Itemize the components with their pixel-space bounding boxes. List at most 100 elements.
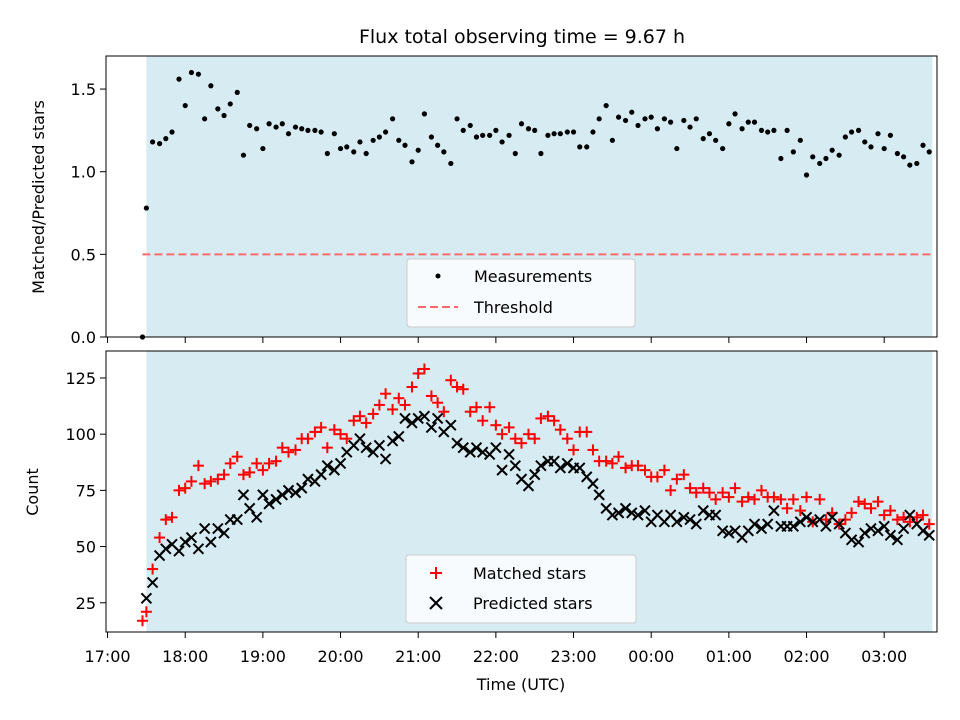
matched-star-point — [147, 563, 159, 575]
matched-star-point — [179, 482, 191, 494]
matched-star-point — [697, 482, 709, 494]
matched-star-point — [185, 475, 197, 487]
predicted-cross-b — [522, 480, 535, 492]
measurement-point — [441, 149, 447, 155]
x-tick-label: 22:00 — [473, 647, 519, 666]
matched-star-point — [425, 390, 437, 402]
predicted-cross-b — [923, 529, 935, 542]
predicted-star-point — [800, 511, 813, 524]
predicted-cross-b — [399, 412, 411, 425]
predicted-star-point — [884, 529, 897, 542]
predicted-star-point — [872, 525, 884, 537]
matched-star-point — [315, 421, 327, 433]
y-tick-label: 1.0 — [71, 163, 96, 182]
predicted-star-point — [690, 518, 702, 530]
predicted-cross-b — [179, 536, 191, 548]
predicted-cross-b — [600, 502, 612, 515]
predicted-star-point — [360, 441, 372, 454]
measurement-point — [758, 127, 765, 133]
predicted-cross-b — [852, 536, 865, 548]
predicted-star-point — [768, 504, 780, 517]
measurement-point — [376, 134, 382, 140]
matched-star-point — [872, 496, 884, 508]
predicted-star-point — [270, 493, 282, 506]
measurement-point — [875, 131, 881, 137]
measurement-point — [855, 127, 862, 133]
measurement-point — [907, 162, 913, 168]
measurement-point — [751, 119, 758, 125]
legend-label-matched: Matched stars — [473, 564, 586, 583]
predicted-cross-b — [839, 527, 852, 539]
matched-star-point — [516, 437, 527, 449]
matched-star-point — [665, 484, 677, 496]
predicted-star-point — [671, 516, 683, 528]
predicted-star-point — [761, 518, 774, 530]
top-x-ticks — [107, 337, 885, 343]
matched-star-point — [814, 493, 826, 505]
predicted-star-point — [354, 432, 366, 445]
matched-star-point — [639, 464, 651, 476]
predicted-cross-b — [496, 464, 508, 476]
matched-star-point — [529, 433, 541, 445]
matched-star-point — [251, 457, 263, 469]
predicted-star-point — [859, 527, 871, 539]
legend-label-predicted: Predicted stars — [473, 594, 593, 613]
predicted-star-point — [794, 516, 807, 528]
matched-star-point — [781, 502, 793, 514]
x-tick-label: 01:00 — [706, 647, 752, 666]
predicted-star-point — [406, 417, 418, 429]
top-y-ticks: 0.0 0.5 1.0 1.5 — [71, 80, 106, 347]
predicted-cross-b — [146, 576, 159, 589]
measurement-point — [926, 149, 932, 155]
measurement-point — [674, 145, 680, 152]
measurement-point — [577, 144, 583, 150]
measurement-point — [532, 127, 538, 133]
matched-star-point — [399, 399, 411, 411]
predicted-star-point — [878, 520, 890, 533]
predicted-star-point — [787, 520, 800, 533]
x-tick-label: 19:00 — [240, 647, 286, 666]
measurement-point — [428, 134, 435, 140]
predicted-cross-b — [891, 534, 904, 546]
measurement-point — [299, 126, 305, 132]
measurement-point — [506, 132, 512, 138]
predicted-star-point — [593, 489, 605, 501]
predicted-cross-b — [833, 518, 845, 530]
predicted-star-point — [185, 531, 198, 544]
matched-star-point — [736, 496, 748, 508]
predicted-star-point — [192, 543, 205, 555]
matched-star-point — [651, 471, 663, 483]
legend-label-threshold: Threshold — [473, 298, 553, 317]
predicted-cross-b — [697, 504, 709, 517]
predicted-star-point — [431, 412, 444, 425]
predicted-cross-b — [360, 441, 372, 454]
measurement-point — [881, 145, 887, 152]
predicted-star-point — [748, 518, 761, 530]
measurement-point — [389, 116, 396, 122]
predicted-star-point — [503, 448, 515, 461]
predicted-cross-b — [140, 592, 153, 604]
matched-star-point — [464, 406, 476, 418]
matched-star-point — [387, 403, 399, 415]
predicted-cross-b — [412, 412, 424, 425]
predicted-star-point — [535, 459, 547, 472]
matched-star-point — [678, 469, 690, 481]
predicted-cross-b — [606, 509, 619, 521]
measurement-point — [732, 111, 738, 117]
matched-star-point — [276, 442, 288, 454]
measurement-point — [661, 116, 668, 122]
bottom-y-ticks: 25 50 75 100 125 — [65, 369, 106, 613]
predicted-star-point — [218, 527, 230, 539]
matched-star-point — [509, 433, 521, 445]
x-tick-label: 02:00 — [783, 647, 829, 666]
measurement-point — [629, 109, 635, 115]
measurement-point — [635, 122, 641, 129]
measurement-point — [739, 126, 745, 132]
top-panel: 0.0 0.5 1.0 1.5 Matched/Predicted stars Mea… — [29, 55, 938, 347]
measurement-point — [169, 129, 175, 135]
predicted-star-point — [373, 439, 386, 452]
measurement-point — [920, 142, 926, 148]
predicted-star-point — [865, 522, 877, 535]
x-tick-label: 18:00 — [162, 647, 208, 666]
predicted-star-point — [412, 412, 424, 425]
